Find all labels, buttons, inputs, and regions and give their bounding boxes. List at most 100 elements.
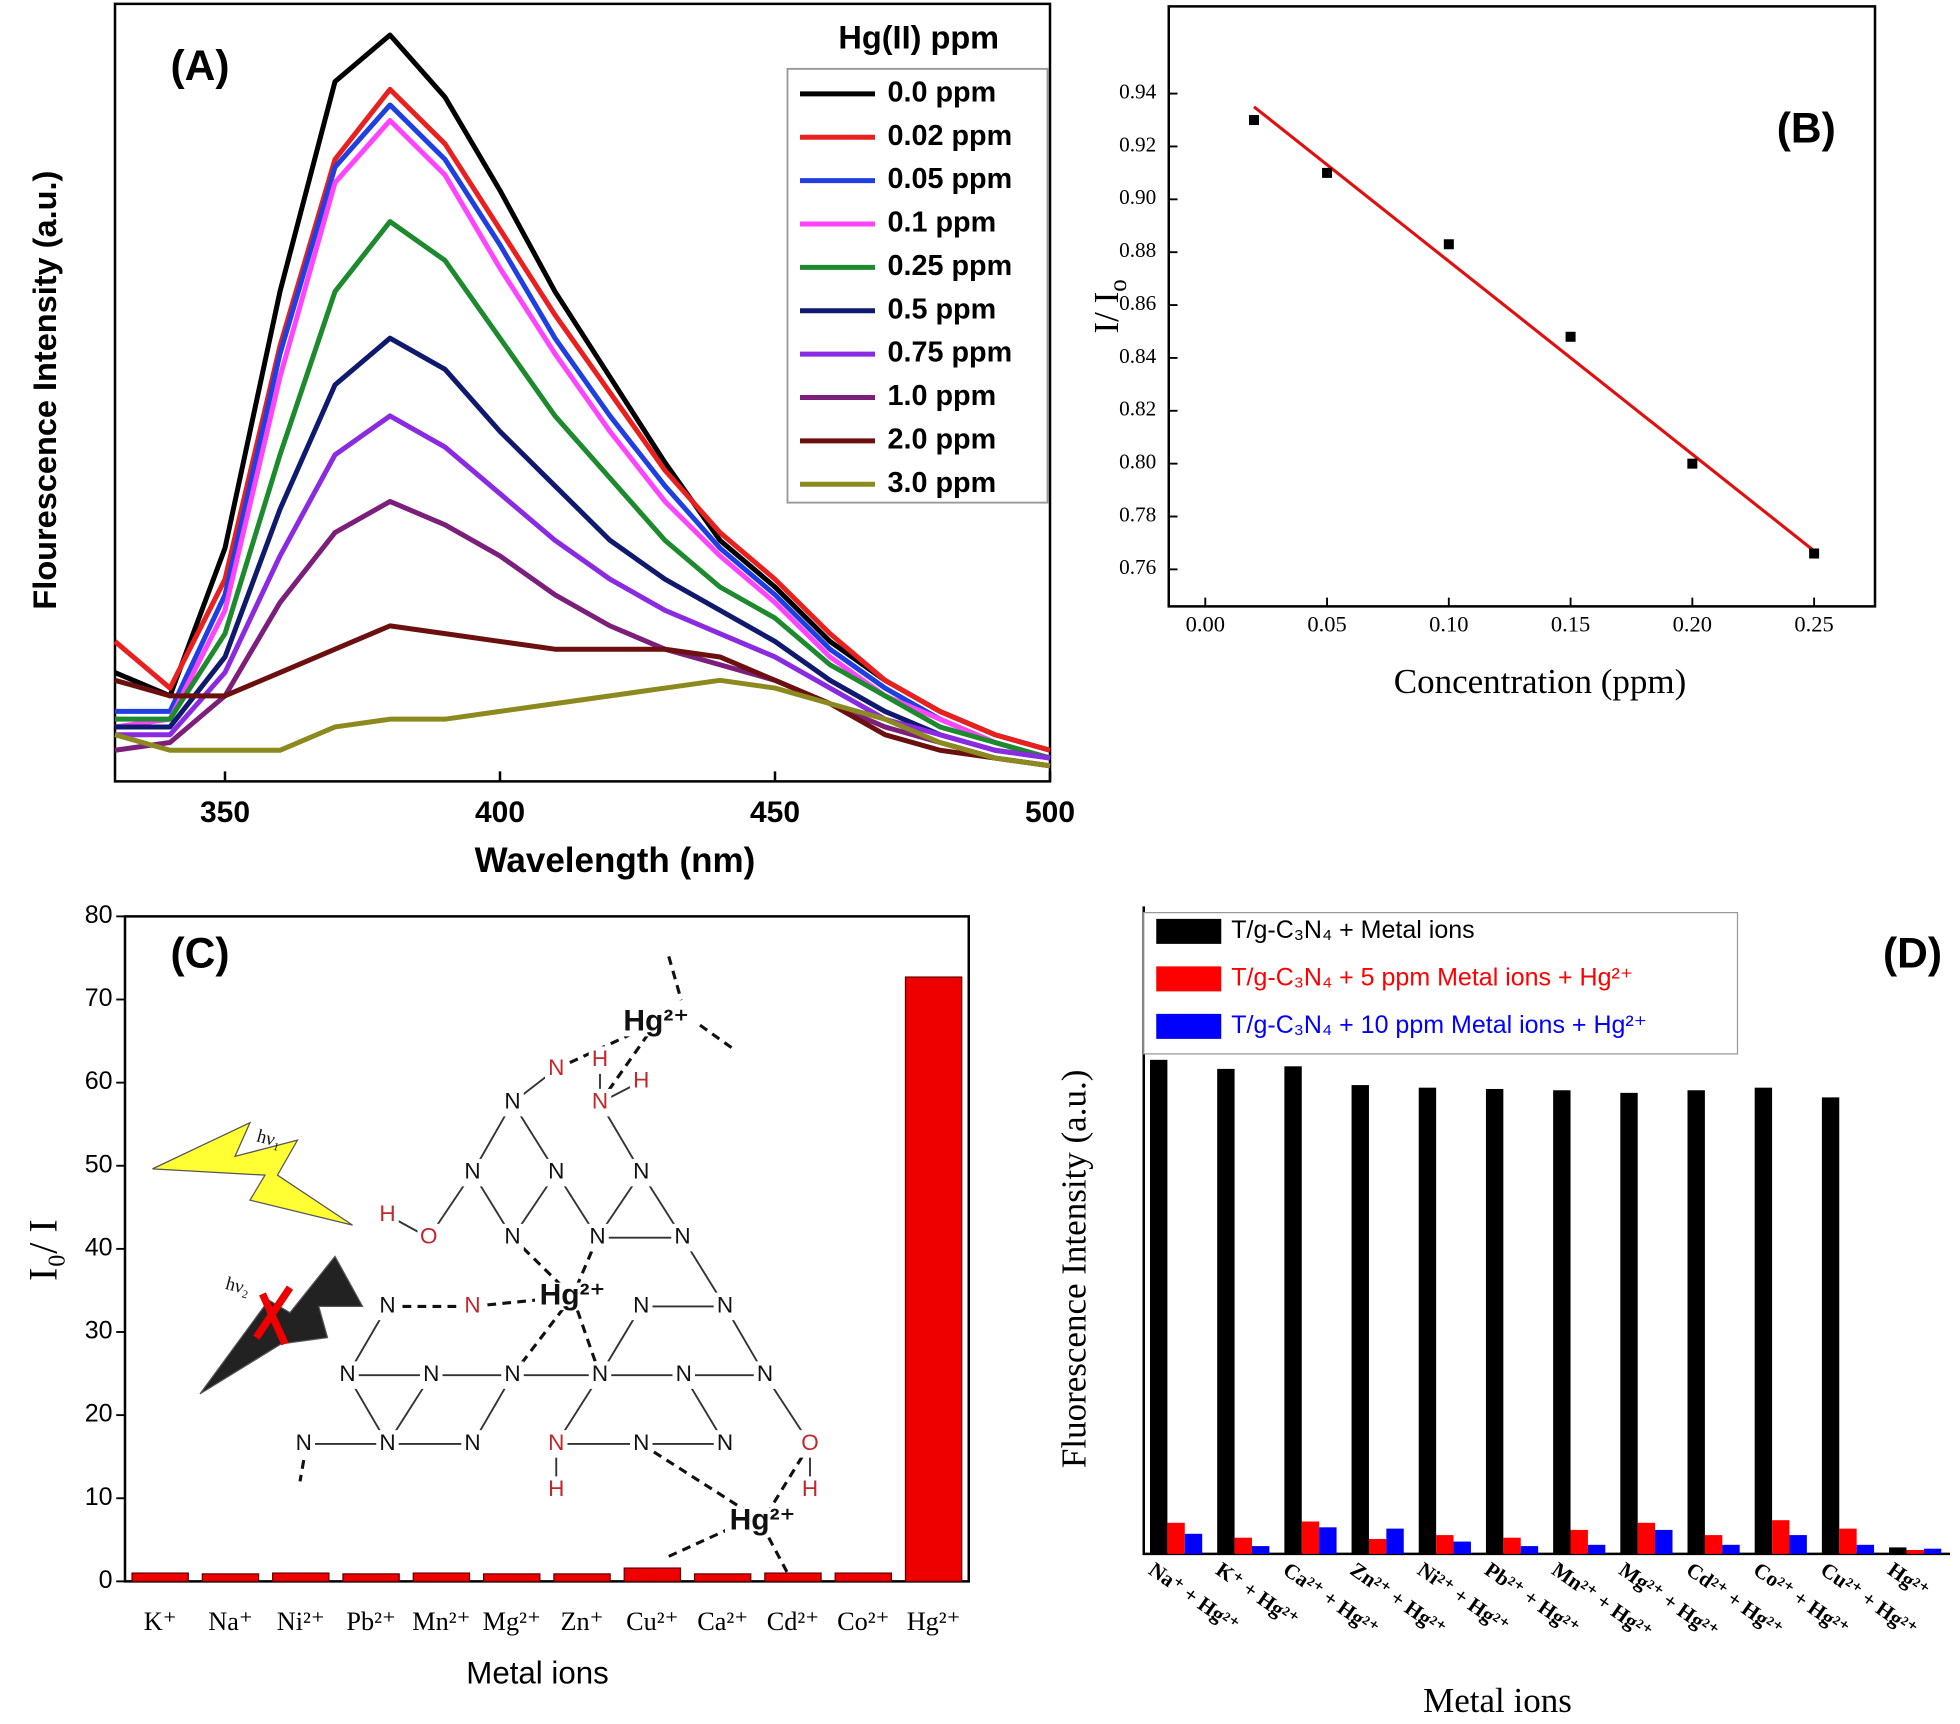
atom-backdrop: [420, 1361, 443, 1389]
atom-label: N: [548, 1430, 564, 1455]
x-tick-label: 350: [200, 796, 250, 829]
atom-backdrop: [461, 1430, 484, 1458]
x-tick-label: Mg²⁺: [483, 1607, 541, 1636]
x-tick-label: Ca²⁺: [697, 1607, 748, 1636]
bar: [1553, 1090, 1571, 1554]
legend-label: 0.05 ppm: [888, 163, 1013, 195]
x-tick-label: Mn²⁺: [412, 1607, 470, 1636]
legend-label: 0.25 ppm: [888, 250, 1013, 282]
atom-backdrop: [725, 1507, 800, 1536]
bar: [412, 1572, 471, 1582]
legend-label: T/g-C₃N₄ + 10 ppm Metal ions + Hg²⁺: [1231, 1011, 1647, 1039]
y-tick-label: 10: [85, 1483, 113, 1511]
bar: [764, 1572, 822, 1582]
data-point: [1809, 548, 1820, 559]
y-tick-label: 0.88: [1119, 238, 1156, 262]
bar: [1655, 1529, 1673, 1554]
atom-backdrop: [588, 1046, 612, 1074]
atom-label: O: [801, 1430, 819, 1455]
x-tick-label: 0.05: [1307, 612, 1346, 637]
spectrum-line: [114, 623, 1051, 769]
atom-backdrop: [630, 1292, 653, 1321]
panel-label: (A): [171, 43, 230, 90]
legend-label: 0.1 ppm: [888, 207, 997, 239]
y-tick-label: 0.76: [1119, 555, 1156, 579]
atom-backdrop: [501, 1361, 524, 1389]
x-tick-label: Pb²⁺: [346, 1607, 395, 1636]
panel-label: (C): [171, 931, 230, 978]
bar: [1789, 1535, 1807, 1554]
y-axis-label-main: I/ I: [1087, 292, 1126, 334]
atom-backdrop: [713, 1430, 737, 1458]
atom-backdrop: [630, 1067, 653, 1096]
bar: [1856, 1544, 1875, 1554]
atom-label: N: [592, 1089, 608, 1114]
data-point: [1687, 458, 1698, 469]
atom-label: N: [464, 1430, 480, 1455]
atom-label: H: [548, 1476, 564, 1501]
bar: [342, 1573, 400, 1583]
atom-label: N: [504, 1361, 520, 1386]
atom-backdrop: [376, 1201, 399, 1229]
legend-swatch: [1156, 918, 1222, 944]
atom-label: N: [379, 1430, 395, 1455]
x-tick-label: 0.25: [1794, 612, 1833, 637]
bar: [1301, 1521, 1320, 1554]
atom-label: N: [504, 1224, 520, 1249]
atom-label: N: [423, 1361, 439, 1386]
bar: [201, 1573, 260, 1583]
x-tick-label: 0.00: [1186, 612, 1225, 637]
bar: [1570, 1529, 1588, 1554]
light-bolt: [152, 1121, 353, 1226]
atom-backdrop: [798, 1430, 822, 1458]
y-tick-label: 60: [85, 1067, 113, 1095]
atom-label: Hg²⁺: [730, 1503, 796, 1536]
bar: [623, 1567, 682, 1582]
bar: [1234, 1537, 1252, 1554]
bar: [553, 1573, 611, 1583]
x-tick-label: Na⁺: [208, 1607, 252, 1636]
x-tick-label: 500: [1025, 796, 1075, 829]
panel-label: (B): [1777, 106, 1836, 153]
atom-backdrop: [588, 1088, 612, 1117]
spectrum-line: [115, 219, 1051, 761]
bar: [1520, 1546, 1539, 1554]
atom-label: N: [757, 1361, 773, 1386]
y-tick-label: 0.90: [1119, 185, 1156, 209]
y-tick-label: 40: [85, 1233, 113, 1261]
y-tick-label: 0.78: [1119, 502, 1156, 526]
bar: [1704, 1535, 1723, 1554]
legend-label: T/g-C₃N₄ + 5 ppm Metal ions + Hg²⁺: [1231, 963, 1633, 991]
legend-label: 1.0 ppm: [888, 380, 997, 412]
bar: [1754, 1087, 1773, 1554]
bar: [1687, 1090, 1705, 1554]
bar: [1150, 1059, 1168, 1554]
atom-label: N: [676, 1361, 692, 1386]
atom-backdrop: [292, 1430, 315, 1458]
atom-backdrop: [501, 1223, 524, 1252]
x-tick-label: Cd²⁺: [767, 1607, 819, 1636]
bar: [1503, 1537, 1521, 1554]
axes: [1142, 906, 1950, 1556]
x-tick-label: 0.15: [1551, 612, 1590, 637]
x-tick-label: Cu²⁺: [626, 1607, 678, 1636]
atom-label: N: [464, 1159, 480, 1184]
atom-label: N: [589, 1224, 605, 1249]
legend-label: 3.0 ppm: [888, 467, 997, 499]
legend-label: 0.0 ppm: [888, 76, 997, 108]
atom-backdrop: [545, 1476, 568, 1504]
legend-swatch: [1156, 1013, 1222, 1039]
atom-backdrop: [376, 1430, 399, 1458]
atom-backdrop: [461, 1292, 484, 1321]
legend-label: 0.75 ppm: [888, 337, 1013, 369]
x-tick-label: K⁺: [144, 1607, 177, 1636]
bar: [1637, 1522, 1656, 1554]
bar: [482, 1573, 541, 1583]
blocked-mark: [253, 1285, 294, 1346]
extra-bonds: [298, 955, 792, 1579]
atom-backdrop: [713, 1292, 737, 1321]
atom-backdrop: [336, 1361, 359, 1389]
bar: [1923, 1548, 1942, 1554]
bar: [1436, 1535, 1454, 1554]
